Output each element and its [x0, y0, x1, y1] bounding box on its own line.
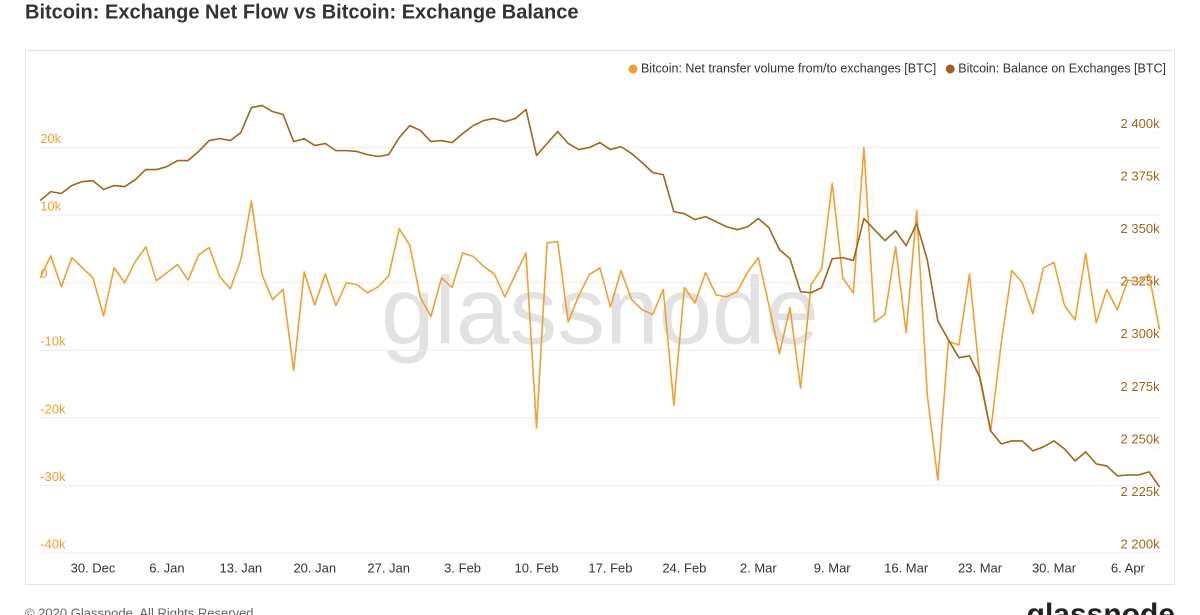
watermark: glassnode: [381, 257, 819, 364]
x-tick-label: 2. Mar: [740, 560, 778, 575]
y2-tick-label: 2 200k: [1121, 536, 1161, 551]
series-line: [39, 146, 1161, 481]
y2-tick-label: 2 400k: [1121, 116, 1161, 131]
legend-label: Bitcoin: Balance on Exchanges [BTC]: [958, 61, 1166, 75]
x-tick-label: 13. Jan: [220, 560, 263, 575]
legend-marker: [945, 64, 955, 74]
y2-tick-label: 2 225k: [1121, 484, 1161, 499]
x-tick-label: 30. Dec: [71, 560, 116, 575]
x-tick-label: 16. Mar: [884, 560, 929, 575]
y2-tick-label: 2 250k: [1121, 431, 1161, 446]
x-tick-label: 6. Jan: [149, 560, 184, 575]
legend-label: Bitcoin: Net transfer volume from/to exc…: [641, 61, 936, 75]
y2-tick-label: 2 275k: [1121, 379, 1161, 394]
x-tick-label: 24. Feb: [662, 560, 706, 575]
y2-tick-label: 2 375k: [1121, 169, 1161, 184]
x-tick-label: 27. Jan: [367, 560, 410, 575]
x-tick-label: 17. Feb: [588, 560, 632, 575]
y-tick-label: 10k: [40, 199, 61, 214]
x-tick-label: 9. Mar: [814, 560, 852, 575]
y-tick-label: 20k: [40, 131, 61, 146]
x-tick-label: 10. Feb: [514, 560, 558, 575]
y2-tick-label: 2 300k: [1121, 326, 1161, 341]
logo: glassnode: [1027, 598, 1175, 615]
y-tick-label: -20k: [40, 401, 66, 416]
y-tick-label: -10k: [40, 334, 66, 349]
x-tick-label: 3. Feb: [444, 560, 481, 575]
y2-tick-label: 2 350k: [1121, 221, 1161, 236]
x-tick-label: 20. Jan: [293, 560, 336, 575]
y-tick-label: -30k: [40, 469, 66, 484]
legend-marker: [628, 64, 638, 74]
x-tick-label: 6. Apr: [1111, 560, 1146, 575]
y-tick-label: -40k: [40, 536, 66, 551]
series-line: [39, 104, 1161, 488]
x-tick-label: 23. Mar: [958, 560, 1003, 575]
chart-title: Bitcoin: Exchange Net Flow vs Bitcoin: E…: [25, 1, 578, 23]
y-tick-label: 0: [40, 266, 47, 281]
footer: © 2020 Glassnode. All Rights Reserved.: [25, 605, 257, 615]
x-tick-label: 30. Mar: [1032, 560, 1077, 575]
